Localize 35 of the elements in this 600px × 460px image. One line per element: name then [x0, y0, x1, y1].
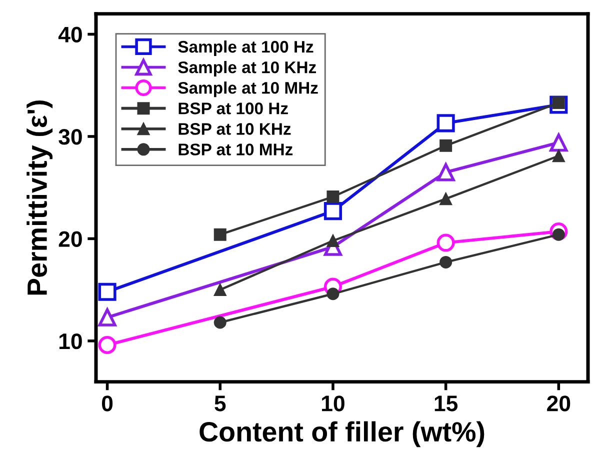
- y-tick-label: 20: [58, 231, 82, 247]
- point: [440, 256, 452, 268]
- x-axis-title: Content of filler (wt%): [200, 421, 484, 448]
- x-tick-label: 5: [214, 396, 226, 412]
- point: [326, 190, 340, 204]
- point: [214, 228, 226, 241]
- point: [436, 234, 455, 252]
- legend-label: BSP at 10 MHz: [178, 144, 293, 156]
- y-tick-label: 10: [59, 333, 82, 350]
- legend-label: Sample at 10 KHz: [178, 61, 316, 77]
- x-tick-label: 15: [434, 396, 458, 412]
- point: [552, 150, 565, 162]
- x-tick-label: 10: [322, 396, 344, 412]
- y-tick-label: 30: [58, 129, 82, 145]
- point: [326, 288, 340, 300]
- y-axis-title: Permittivity (ε'): [26, 100, 53, 295]
- point: [214, 284, 226, 296]
- legend-label: BSP at 100 Hz: [178, 102, 288, 114]
- point: [98, 336, 116, 354]
- point: [98, 282, 116, 301]
- y-tick-label: 40: [58, 26, 82, 43]
- point: [214, 316, 226, 329]
- x-tick-label: 20: [547, 396, 570, 412]
- legend-label: BSP at 10 KHz: [178, 123, 291, 135]
- x-tick-label: 0: [102, 396, 113, 412]
- point: [326, 234, 340, 247]
- point: [440, 192, 452, 206]
- point: [436, 163, 455, 182]
- legend-label: Sample at 100 Hz: [178, 40, 314, 56]
- point: [98, 308, 116, 326]
- legend-label: Sample at 10 MHz: [178, 82, 318, 98]
- point: [324, 202, 342, 220]
- point: [436, 114, 455, 132]
- point: [550, 134, 568, 152]
- point: [440, 139, 452, 152]
